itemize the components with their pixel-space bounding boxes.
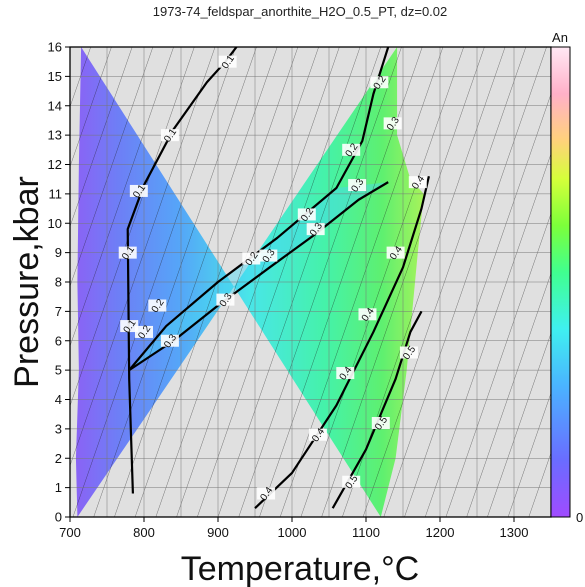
grid <box>70 47 551 517</box>
contour-label-box <box>383 117 402 130</box>
y-tick-label: 4 <box>55 392 62 407</box>
contour-label-box <box>242 252 261 265</box>
contour-label-box <box>257 487 276 500</box>
y-tick-label: 3 <box>55 421 62 436</box>
y-axis-label: Pressure,kbar <box>8 176 46 388</box>
contour-line <box>254 176 430 509</box>
plot-area: 0.10.10.10.10.10.20.20.20.20.20.20.30.30… <box>0 46 552 518</box>
thin-contour-line <box>70 47 133 228</box>
y-tick-label: 7 <box>55 304 62 319</box>
y-tick-label: 13 <box>48 128 62 143</box>
colorbar-gradient <box>550 46 571 518</box>
y-tick-label: 14 <box>48 98 62 113</box>
contour-label-box <box>336 367 355 380</box>
thin-contour-line <box>507 392 551 517</box>
contour-label-box <box>135 325 153 338</box>
y-tick-label: 12 <box>48 157 62 172</box>
y-tick-label: 10 <box>48 216 62 231</box>
contour-label-box <box>399 346 418 359</box>
y-tick-label: 1 <box>55 480 62 495</box>
x-axis: 700 800 900 1000 1100 1200 1300 <box>59 517 528 540</box>
contour-label-box <box>342 143 361 156</box>
x-tick-label: 1000 <box>278 525 307 540</box>
x-tick-label: 900 <box>207 525 229 540</box>
contour-label-box <box>308 428 327 441</box>
contour-label-box <box>259 249 278 262</box>
contour-label-box <box>386 246 405 259</box>
contour-label-box <box>118 246 137 259</box>
contour-label-box <box>370 76 389 89</box>
thin-contour-line <box>487 332 551 517</box>
contour-label-box <box>160 129 179 142</box>
contour-label-box <box>408 176 427 189</box>
y-tick-label: 6 <box>55 333 62 348</box>
thin-contour-line <box>70 47 112 168</box>
contour-label-box <box>129 184 148 197</box>
x-tick-label: 1300 <box>500 525 529 540</box>
contour-label-box <box>342 475 361 488</box>
x-tick-label: 1200 <box>426 525 455 540</box>
contour-label-box <box>218 55 237 68</box>
colorbar: An 0 <box>550 30 583 525</box>
contour-label-box <box>371 417 390 429</box>
x-axis-label: Temperature,°C <box>181 550 419 587</box>
x-tick-label: 700 <box>59 525 81 540</box>
contour-label-box <box>148 299 167 312</box>
y-tick-label: 8 <box>55 275 62 290</box>
y-tick-label: 15 <box>48 69 62 84</box>
colorbar-label: An <box>552 30 568 45</box>
y-tick-label: 2 <box>55 451 62 466</box>
contour-label-box <box>216 293 235 306</box>
contour-label-box <box>297 208 316 221</box>
y-tick-label: 5 <box>55 363 62 378</box>
contour-label-box <box>120 320 139 333</box>
x-tick-label: 1100 <box>352 525 380 540</box>
colorbar-min-label: 0 <box>576 510 583 525</box>
chart-title: 1973-74_feldspar_anorthite_H2O_0.5_PT, d… <box>153 4 448 19</box>
contour-label-box <box>160 334 179 347</box>
x-tick-label: 800 <box>133 525 155 540</box>
contour-line <box>331 310 423 509</box>
contour-label-box <box>348 179 367 192</box>
contour-label-box <box>306 223 325 236</box>
transition-band <box>129 182 389 371</box>
labeled-contours: 0.10.10.10.10.10.20.20.20.20.20.20.30.30… <box>118 47 430 509</box>
y-tick-label: 9 <box>55 245 62 260</box>
y-tick-label: 11 <box>49 186 63 201</box>
thin-contour-line <box>0 47 8 517</box>
y-tick-label: 0 <box>55 510 62 525</box>
y-tick-label: 16 <box>48 40 62 55</box>
contour-label-box <box>358 308 377 321</box>
